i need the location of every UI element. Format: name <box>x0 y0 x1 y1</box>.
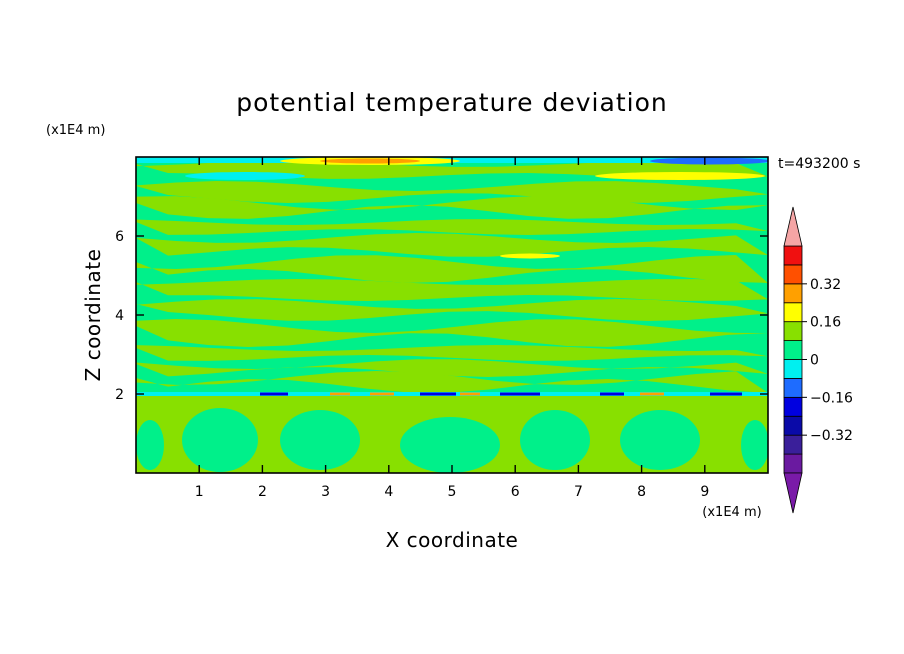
field-band <box>136 219 768 235</box>
x-tick-label: 3 <box>321 484 330 500</box>
colorbar-level <box>783 302 803 323</box>
field-band <box>136 319 768 347</box>
colorbar-tick-label: 0.16 <box>810 315 841 331</box>
x-tick-label: 6 <box>511 484 520 500</box>
field-convective-cell <box>136 420 164 470</box>
x-tick-label: 8 <box>637 484 646 500</box>
field-warm-streak <box>500 253 560 259</box>
colorbar-level <box>783 453 803 474</box>
field-convective-cell <box>400 417 500 473</box>
field-inversion-warm <box>370 392 394 396</box>
field-convective-cell <box>741 420 768 470</box>
x-axis-label: X coordinate <box>386 528 519 552</box>
field-band <box>136 359 768 377</box>
colorbar-under-arrow <box>783 472 803 514</box>
field-convective-cell <box>520 410 590 470</box>
field-inversion-cold <box>710 392 742 396</box>
field-cool-patch <box>185 172 305 180</box>
y-axis-unit: (x1E4 m) <box>46 123 105 138</box>
field-inversion-warm <box>640 392 664 396</box>
colorbar-level <box>783 321 803 341</box>
field-warm-patch <box>595 172 765 180</box>
colorbar-tick-label: −0.16 <box>810 390 853 406</box>
x-tick-label: 2 <box>258 484 267 500</box>
y-axis-label: Z coordinate <box>81 249 105 382</box>
x-axis-unit: (x1E4 m) <box>702 505 761 520</box>
colorbar-level <box>783 378 803 398</box>
field-inversion-cold <box>420 392 456 396</box>
y-tick-label: 2 <box>115 387 124 403</box>
field-inversion-cold <box>500 392 540 396</box>
colorbar-level <box>783 245 803 266</box>
colorbar-level <box>783 415 803 436</box>
field-inversion-warm <box>460 392 480 396</box>
field-inversion-cold <box>600 392 624 396</box>
field-band <box>136 371 768 393</box>
x-tick-label: 5 <box>448 484 457 500</box>
y-tick-label: 4 <box>115 308 124 324</box>
x-tick-label: 1 <box>195 484 204 500</box>
colorbar-tick-label: 0 <box>810 353 819 369</box>
colorbar-level <box>783 359 803 379</box>
contour-field <box>136 157 768 473</box>
colorbar-level <box>783 434 803 455</box>
field-top-cool <box>650 157 768 165</box>
field-band <box>136 279 768 301</box>
x-axis-ticks: 1 2 3 4 5 6 7 8 9 <box>195 157 709 500</box>
colorbar-tick-label: 0.32 <box>810 277 841 293</box>
y-tick-label: 6 <box>115 229 124 245</box>
time-label: t=493200 s <box>778 156 860 172</box>
colorbar: 0.32 0.16 0 −0.16 −0.32 <box>783 206 853 514</box>
field-inversion-warm <box>330 392 350 396</box>
colorbar-tick-label: −0.32 <box>810 428 853 444</box>
colorbar-level <box>783 396 803 417</box>
field-band <box>136 196 768 219</box>
colorbar-level <box>783 340 803 360</box>
colorbar-level <box>783 264 803 285</box>
colorbar-over-arrow <box>783 206 803 247</box>
field-band <box>136 233 768 257</box>
y-axis-ticks: 2 4 6 <box>115 229 768 403</box>
x-tick-label: 9 <box>700 484 709 500</box>
field-band <box>136 345 768 361</box>
field-convective-cell <box>620 410 700 470</box>
field-inversion-cold <box>260 392 288 396</box>
field-convective-cell <box>280 410 360 470</box>
field-band <box>136 299 768 321</box>
x-tick-label: 7 <box>574 484 583 500</box>
x-tick-label: 4 <box>384 484 393 500</box>
chart-title: potential temperature deviation <box>236 88 667 117</box>
field-convective-cell <box>182 408 258 472</box>
field-band <box>136 255 768 283</box>
field-top-warm-core <box>320 158 420 164</box>
field-band <box>136 181 768 203</box>
colorbar-level <box>783 283 803 304</box>
